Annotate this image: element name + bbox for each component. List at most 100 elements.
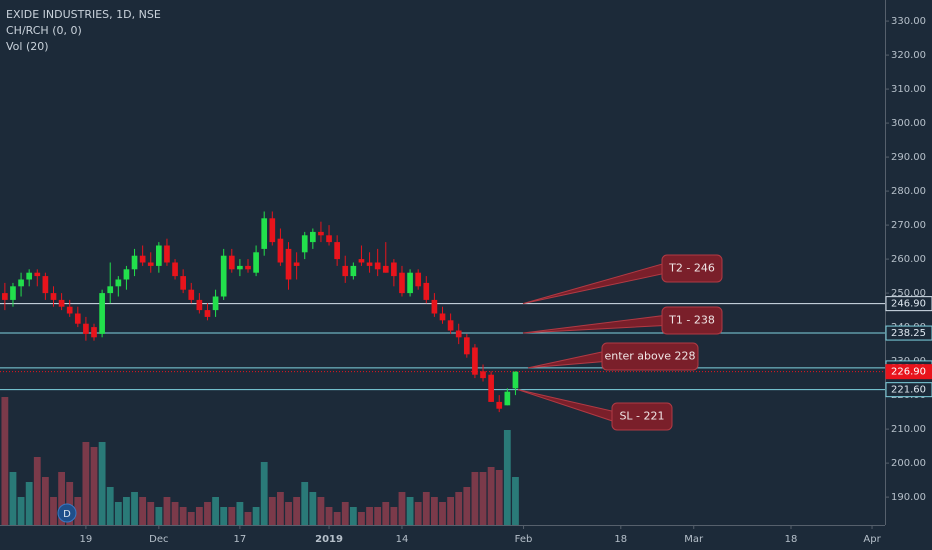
candle-body [391,262,397,277]
callout-box[interactable] [661,254,723,283]
volume-bar [163,497,171,525]
volume-bar [349,507,357,525]
volume-bar [74,497,82,525]
volume-bar [33,457,41,525]
volume-bar [220,507,228,525]
candle-body [382,265,389,273]
candle-body [42,276,49,294]
volume-bar [25,482,33,525]
candle-body [204,310,211,317]
x-tick-label: Feb [515,534,533,545]
volume-bar [512,477,519,525]
y-tick-label: 200.00 [891,458,926,469]
price-label-bg [885,325,932,341]
x-tick-label: Mar [684,534,704,545]
price-label: 221.60 [891,385,926,396]
candle-body [472,347,478,375]
candle-body [188,289,195,300]
candle-body [99,293,105,334]
volume-bar [374,507,382,525]
dividend-badge[interactable] [57,503,77,523]
volume-bar [398,492,406,525]
candle-body [496,401,503,409]
y-tick-label: 260.00 [891,254,926,265]
candle-body [269,218,276,243]
volume-layer [1,397,519,525]
volume-bar [123,497,130,525]
price-label: 246.90 [891,299,926,310]
candle-body [350,265,357,277]
candle-body [18,279,24,287]
candle-body [50,293,57,300]
candle-body [334,242,340,260]
volume-bar [139,497,147,525]
volume-bar [82,442,90,525]
volume-bar [1,397,9,525]
volume-bar [495,470,503,525]
candle-body [301,235,308,253]
candle-body [342,265,349,277]
volume-bar [366,507,373,525]
candle-body [455,330,462,338]
candle-body [66,306,73,314]
volume-bar [325,507,333,525]
volume-bar [301,482,309,525]
callout-box[interactable] [601,342,699,371]
volume-bar [195,507,203,525]
volume-bar [98,442,106,525]
callout-box[interactable] [611,402,673,431]
volume-bar [309,492,317,525]
candle-body [366,262,373,266]
x-tick-label: 2019 [315,534,343,545]
volume-bar [114,502,122,525]
candle-body [212,296,219,311]
volume-bar [155,507,163,525]
candle-body [58,299,65,307]
volume-bar [41,477,49,525]
candle-body [74,313,81,324]
candle-body [123,269,130,280]
x-tick-label: 17 [234,534,247,545]
annotations: T2 - 246 T1 - 238 enter above 228 SL - 221 [517,254,723,431]
candle-body [326,235,332,243]
volume-bar [277,492,284,525]
price-label-bg [885,382,932,398]
candle-body [463,337,470,355]
candle-body [164,245,170,263]
y-tick-label: 300.00 [891,118,926,129]
candle-body [253,252,259,273]
volume-bar [406,497,414,525]
volume-bar [9,472,17,525]
chart-title: EXIDE INDUSTRIES, 1D, NSE [6,8,161,21]
volume-bar [106,487,114,525]
candle-body [309,231,316,243]
callout-box[interactable] [661,306,723,335]
candle-body [245,265,251,270]
volume-bar [439,502,446,525]
price-lines [0,303,885,391]
candle-body [196,299,203,311]
y-tick-label: 280.00 [891,186,926,197]
candle-body [34,272,41,277]
y-tick-label: 250.00 [891,288,926,299]
candle-body [91,327,97,338]
y-tick-label: 190.00 [891,492,926,503]
candle-body [131,255,138,270]
y-tick-label: 270.00 [891,220,926,231]
volume-bar [17,497,25,525]
candle-body [318,231,324,236]
candle-body [399,272,405,294]
volume-bar [90,447,98,525]
volume-bar [58,472,65,525]
volume-bar [228,507,236,525]
candle-body [277,238,284,263]
volume-bar [131,492,138,525]
candle-body [480,371,486,379]
volume-bar [422,492,430,525]
volume-bar [252,507,260,525]
y-tick-label: 310.00 [891,84,926,95]
callout-text: T2 - 246 [668,262,715,275]
volume-bar [293,497,301,525]
